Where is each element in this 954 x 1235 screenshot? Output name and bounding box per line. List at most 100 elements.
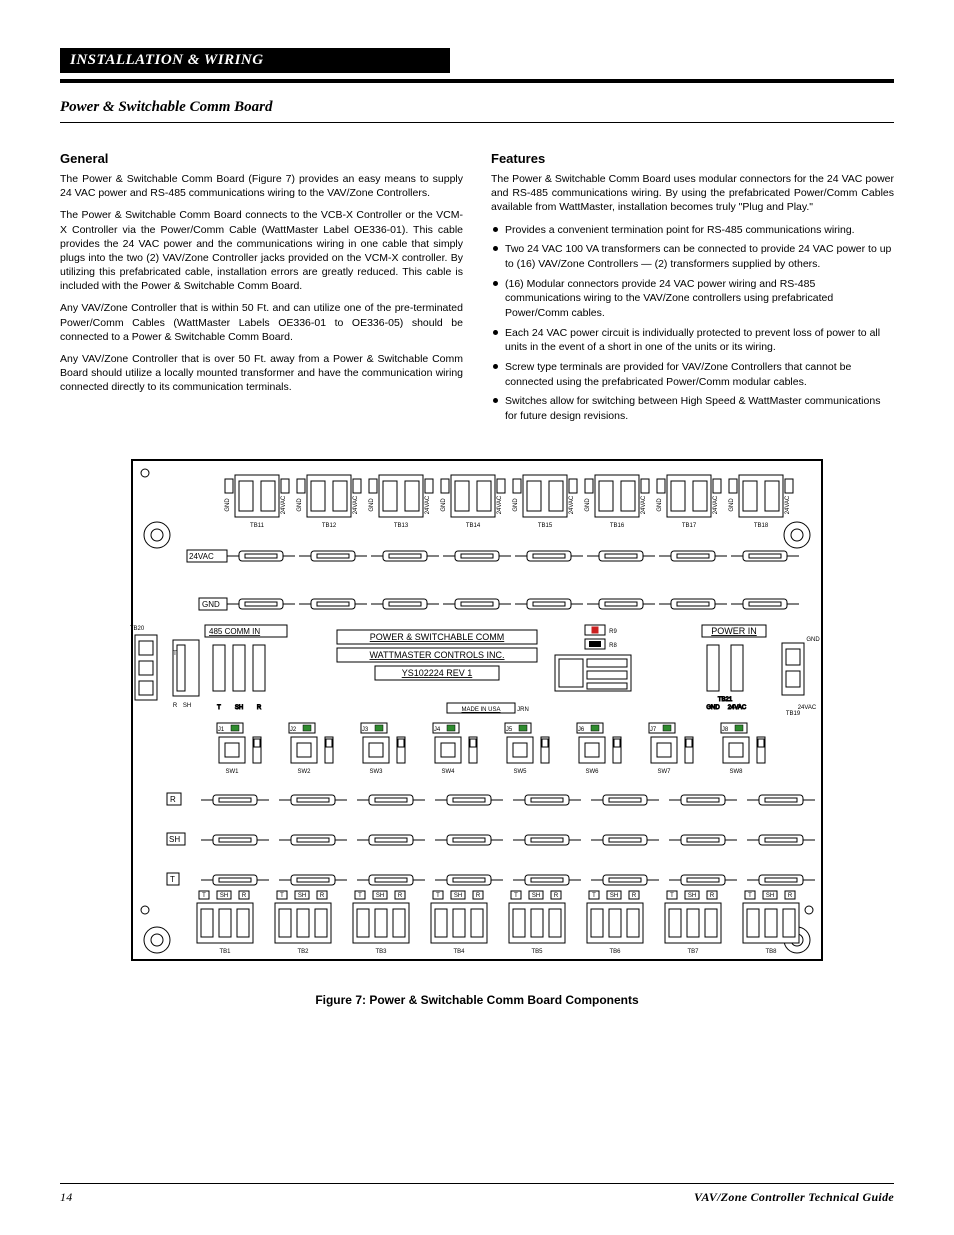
svg-text:SH: SH	[183, 703, 191, 709]
top-terminal-block: GND24VACTB16	[585, 475, 649, 529]
label-T: T	[170, 875, 175, 884]
svg-text:R: R	[242, 893, 247, 899]
svg-text:24VAC: 24VAC	[713, 495, 719, 514]
svg-text:GND: GND	[513, 497, 519, 511]
label-SH: SH	[169, 835, 180, 844]
page-footer: 14 VAV/Zone Controller Technical Guide	[60, 1183, 894, 1205]
svg-text:GND: GND	[297, 497, 303, 511]
switch-block: J5SW5	[505, 723, 549, 775]
page-number: 14	[60, 1190, 73, 1205]
svg-text:TB4: TB4	[453, 949, 465, 955]
svg-text:GND: GND	[585, 497, 591, 511]
figure-container: GND24VACTB11GND24VACTB12GND24VACTB13GND2…	[127, 455, 827, 1007]
svg-text:SH: SH	[235, 705, 243, 711]
svg-text:GND: GND	[806, 637, 820, 643]
feature-item: Provides a convenient termination point …	[491, 223, 894, 238]
svg-text:R: R	[632, 893, 637, 899]
svg-text:24VAC: 24VAC	[785, 495, 791, 514]
top-terminal-block: GND24VACTB13	[369, 475, 433, 529]
svg-text:TB11: TB11	[250, 523, 265, 529]
svg-text:T: T	[748, 893, 752, 899]
feature-item: Screw type terminals are provided for VA…	[491, 360, 894, 389]
svg-text:24VAC: 24VAC	[798, 705, 817, 711]
svg-text:J4: J4	[434, 727, 441, 733]
svg-text:T: T	[173, 651, 177, 657]
svg-text:T: T	[514, 893, 518, 899]
figure-caption: Figure 7: Power & Switchable Comm Board …	[127, 993, 827, 1007]
svg-text:R: R	[476, 893, 481, 899]
left-heading: General	[60, 151, 463, 166]
svg-text:SW4: SW4	[441, 769, 455, 775]
top-terminal-block: GND 24VAC TB14	[441, 475, 505, 529]
svg-text:T: T	[592, 893, 596, 899]
switch-block: J3SW3	[361, 723, 405, 775]
feature-item: (16) Modular connectors provide 24 VAC p…	[491, 277, 894, 321]
svg-text:J6: J6	[578, 727, 585, 733]
svg-text:SW7: SW7	[657, 769, 671, 775]
bottom-terminal-block: T SH R TB4	[431, 891, 487, 955]
svg-text:R: R	[173, 703, 178, 709]
svg-text:R: R	[320, 893, 325, 899]
svg-text:24VAC: 24VAC	[728, 705, 747, 711]
top-terminal-block: GND 24VAC TB11	[225, 475, 289, 529]
svg-text:J3: J3	[362, 727, 369, 733]
svg-text:TB5: TB5	[531, 949, 543, 955]
svg-text:T: T	[670, 893, 674, 899]
svg-text:T: T	[202, 893, 206, 899]
svg-text:TB1: TB1	[219, 949, 231, 955]
right-column: Features The Power & Switchable Comm Boa…	[491, 133, 894, 429]
svg-text:24VAC: 24VAC	[353, 495, 359, 514]
left-p4: Any VAV/Zone Controller that is over 50 …	[60, 352, 463, 395]
top-terminal-block: GND 24VAC TB15	[513, 475, 577, 529]
footer-title: VAV/Zone Controller Technical Guide	[694, 1190, 894, 1205]
svg-text:TB2: TB2	[297, 949, 309, 955]
svg-text:TB17: TB17	[682, 523, 697, 529]
svg-text:SH: SH	[610, 893, 618, 899]
svg-text:SW6: SW6	[585, 769, 599, 775]
center-line-2: WATTMASTER CONTROLS INC.	[370, 650, 505, 660]
svg-text:J7: J7	[650, 727, 657, 733]
svg-text:R: R	[710, 893, 715, 899]
svg-text:24VAC: 24VAC	[281, 495, 287, 514]
right-p1: The Power & Switchable Comm Board uses m…	[491, 172, 894, 215]
svg-text:TB15: TB15	[538, 523, 553, 529]
label-power-in: POWER IN	[711, 626, 757, 636]
two-column-body: General The Power & Switchable Comm Boar…	[60, 133, 894, 429]
svg-text:24VAC: 24VAC	[497, 495, 503, 514]
bottom-terminal-block: TSHRTB2	[275, 891, 331, 955]
top-terminal-block: GND24VACTB12	[297, 475, 361, 529]
section-rule	[60, 122, 894, 123]
svg-text:GND: GND	[441, 497, 447, 511]
board-diagram: GND24VACTB11GND24VACTB12GND24VACTB13GND2…	[127, 455, 827, 985]
made-in-usa: MADE IN USA	[461, 707, 500, 713]
svg-text:T: T	[436, 893, 440, 899]
svg-text:TB14: TB14	[466, 523, 481, 529]
switch-block: J1SW1	[217, 723, 261, 775]
svg-text:R: R	[257, 705, 262, 711]
svg-text:T: T	[280, 893, 284, 899]
svg-text:R: R	[398, 893, 403, 899]
svg-text:TB7: TB7	[687, 949, 699, 955]
switch-block: J4 SW4	[433, 723, 477, 775]
svg-text:TB18: TB18	[754, 523, 769, 529]
svg-text:SH: SH	[454, 893, 462, 899]
initials: JRN	[517, 707, 529, 713]
left-column: General The Power & Switchable Comm Boar…	[60, 133, 463, 429]
svg-text:R: R	[554, 893, 559, 899]
svg-text:GND: GND	[706, 705, 720, 711]
svg-text:J1: J1	[218, 727, 225, 733]
switch-block: J8SW8	[721, 723, 765, 775]
svg-text:J2: J2	[290, 727, 297, 733]
svg-text:TB13: TB13	[394, 523, 409, 529]
feature-item: Two 24 VAC 100 VA transformers can be co…	[491, 242, 894, 271]
switch-block: J7 SW7	[649, 723, 693, 775]
svg-text:R: R	[788, 893, 793, 899]
svg-text:T: T	[358, 893, 362, 899]
svg-text:GND: GND	[225, 497, 231, 511]
svg-text:24VAC: 24VAC	[569, 495, 575, 514]
label-tb20: TB20	[130, 626, 145, 632]
section-title: Power & Switchable Comm Board	[60, 99, 894, 116]
label-gnd: GND	[202, 600, 220, 609]
tb20-connector	[135, 635, 157, 700]
label-485-comm-in: 485 COMM IN	[209, 627, 260, 636]
